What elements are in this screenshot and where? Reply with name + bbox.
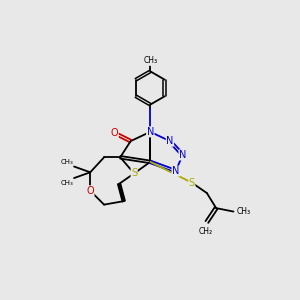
Text: CH₃: CH₃ — [237, 207, 251, 216]
Text: CH₃: CH₃ — [60, 180, 73, 186]
Text: CH₃: CH₃ — [143, 56, 157, 65]
Text: CH₃: CH₃ — [60, 159, 73, 165]
Text: N: N — [147, 127, 154, 137]
Text: O: O — [86, 186, 94, 196]
Text: O: O — [111, 128, 118, 138]
Text: N: N — [179, 150, 186, 160]
Text: N: N — [172, 166, 179, 176]
Text: N: N — [166, 136, 174, 146]
Text: CH₂: CH₂ — [199, 227, 213, 236]
Text: S: S — [189, 178, 195, 188]
Text: S: S — [131, 168, 137, 178]
